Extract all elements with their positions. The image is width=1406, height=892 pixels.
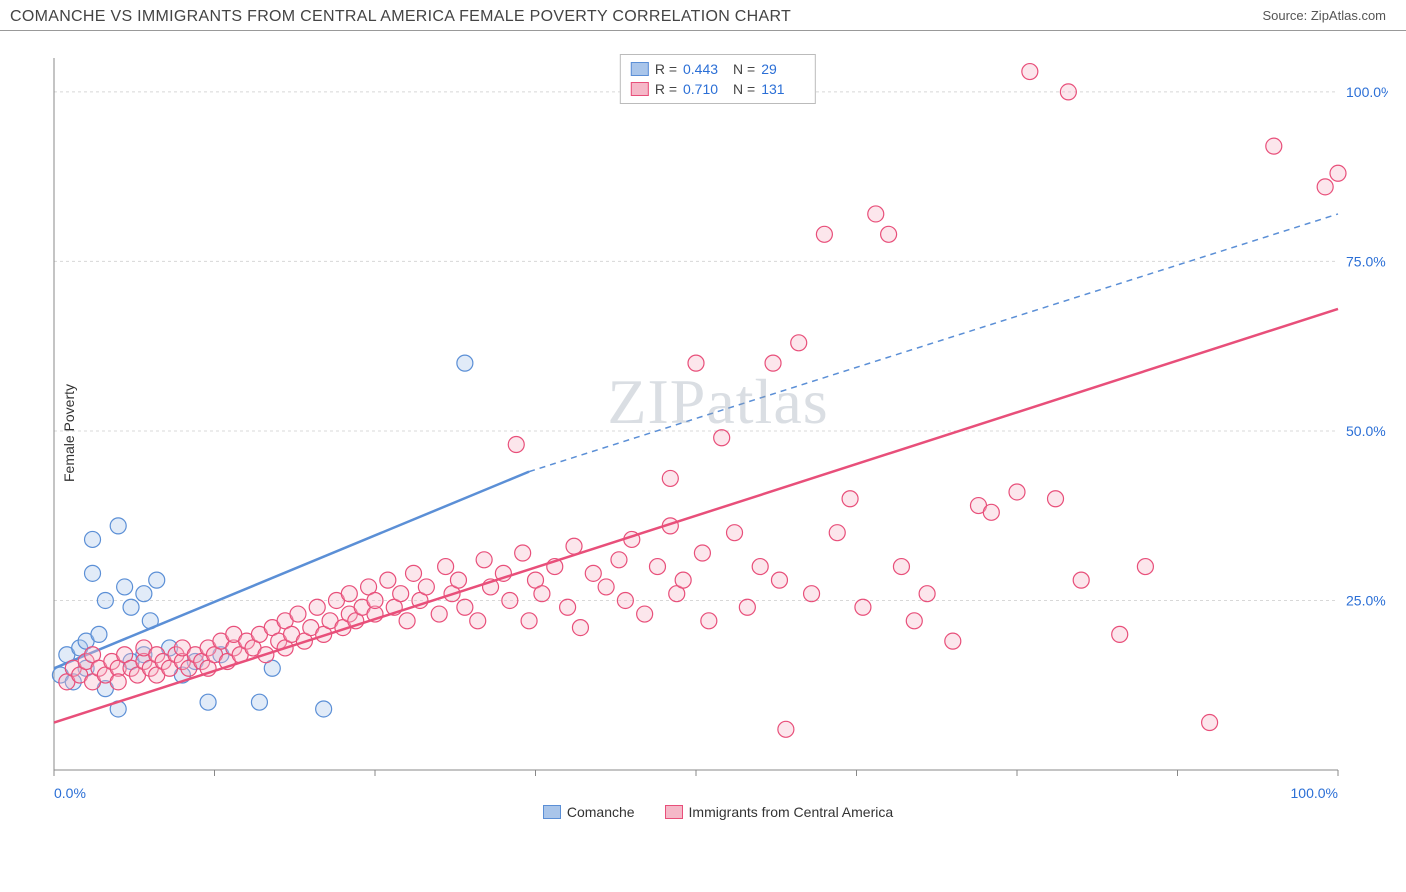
legend-item-0: Comanche (543, 804, 635, 820)
stat-row-1: R = 0.710 N = 131 (631, 79, 805, 99)
stat-r-val-0: 0.443 (683, 61, 727, 77)
stat-legend: R = 0.443 N = 29 R = 0.710 N = 131 (620, 54, 816, 104)
stat-n-label: N = (733, 61, 755, 77)
legend-item-1: Immigrants from Central America (665, 804, 894, 820)
scatter-plot: 25.0% 50.0% 75.0% 100.0% 0.0% 100.0% (48, 48, 1388, 818)
header: COMANCHE VS IMMIGRANTS FROM CENTRAL AMER… (0, 0, 1406, 31)
stat-r-label: R = (655, 61, 677, 77)
stat-r-val-1: 0.710 (683, 81, 727, 97)
swatch-immigrants (631, 82, 649, 96)
stat-row-0: R = 0.443 N = 29 (631, 59, 805, 79)
stat-n-label: N = (733, 81, 755, 97)
stat-n-val-1: 131 (761, 81, 805, 97)
svg-text:100.0%: 100.0% (1291, 785, 1338, 801)
legend-label-1: Immigrants from Central America (689, 804, 894, 820)
stat-r-label: R = (655, 81, 677, 97)
series-legend: Comanche Immigrants from Central America (48, 804, 1388, 820)
svg-text:0.0%: 0.0% (54, 785, 86, 801)
svg-text:75.0%: 75.0% (1346, 253, 1386, 269)
svg-text:25.0%: 25.0% (1346, 592, 1386, 608)
stat-n-val-0: 29 (761, 61, 805, 77)
legend-label-0: Comanche (567, 804, 635, 820)
chart-area: Female Poverty R = 0.443 N = 29 R = 0.71… (48, 48, 1388, 818)
legend-swatch-immigrants (665, 805, 683, 819)
legend-swatch-comanche (543, 805, 561, 819)
swatch-comanche (631, 62, 649, 76)
svg-text:100.0%: 100.0% (1346, 84, 1388, 100)
source-label: Source: ZipAtlas.com (1262, 8, 1386, 23)
chart-title: COMANCHE VS IMMIGRANTS FROM CENTRAL AMER… (10, 8, 791, 26)
svg-text:50.0%: 50.0% (1346, 423, 1386, 439)
